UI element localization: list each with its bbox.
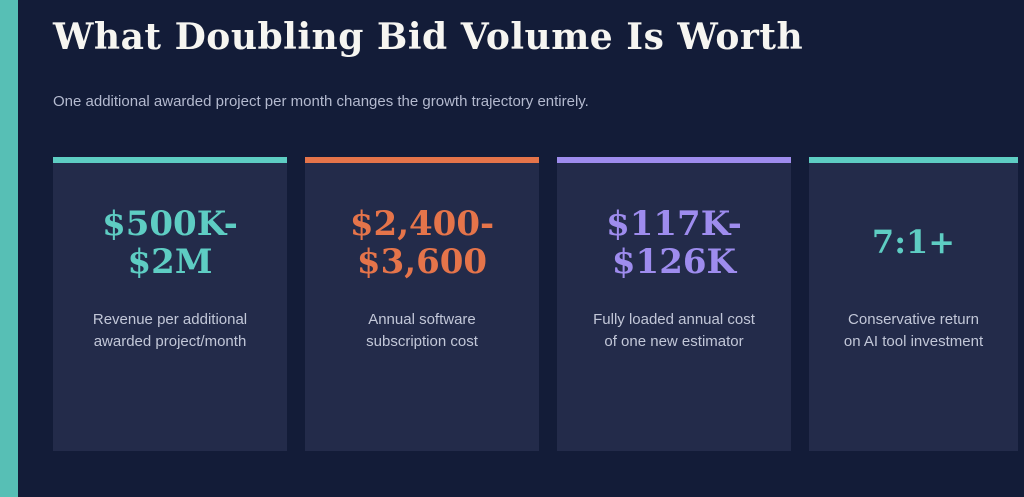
stat-value: $2,400- $3,600 (349, 203, 495, 282)
stat-label: Fully loaded annual cost of one new esti… (593, 310, 755, 351)
stat-card-subscription-cost: $2,400- $3,600 Annual software subscript… (305, 156, 539, 451)
stat-label: Conservative return on AI tool investmen… (843, 310, 984, 351)
stat-label: Revenue per additional awarded project/m… (92, 310, 248, 351)
left-accent-stripe (0, 0, 18, 497)
stat-cards-row: $500K- $2M Revenue per additional awarde… (53, 156, 1018, 451)
stat-value: 7:1+ (871, 222, 956, 261)
slide-content: What Doubling Bid Volume Is Worth One ad… (53, 0, 1018, 451)
stat-card-roi: 7:1+ Conservative return on AI tool inve… (809, 156, 1018, 451)
stat-card-revenue: $500K- $2M Revenue per additional awarde… (53, 156, 287, 451)
stat-label: Annual software subscription cost (366, 310, 478, 351)
stat-value: $500K- $2M (102, 203, 238, 282)
page-subtitle: One additional awarded project per month… (53, 93, 589, 111)
stat-card-estimator-cost: $117K- $126K Fully loaded annual cost of… (557, 156, 791, 451)
page-title: What Doubling Bid Volume Is Worth (53, 16, 804, 58)
stat-value: $117K- $126K (606, 203, 742, 282)
